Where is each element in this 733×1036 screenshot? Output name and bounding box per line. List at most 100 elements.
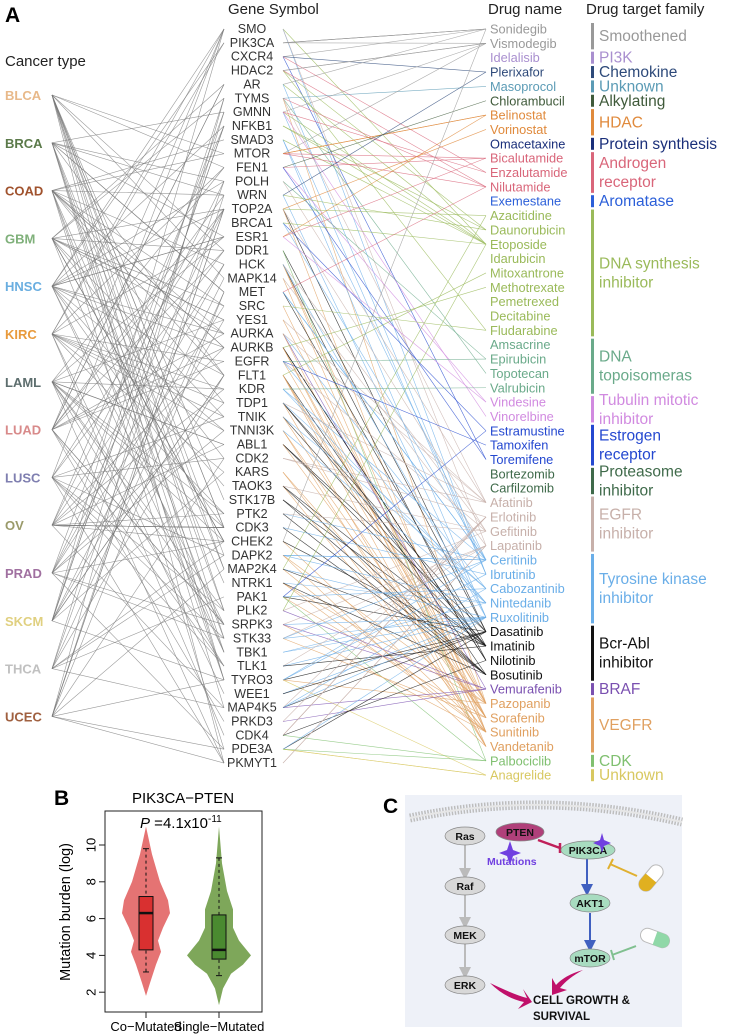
violins xyxy=(122,826,251,1006)
p-exponent: -11 xyxy=(208,814,222,825)
drug-list: SonidegibVismodegibIdelalisibPlerixaforM… xyxy=(490,22,568,783)
cancer-gene-edge xyxy=(51,286,225,653)
cancer-gene-edge xyxy=(51,28,225,335)
gene-drug-edge xyxy=(282,748,487,776)
gene-drug-edge xyxy=(282,70,487,231)
gene-drug-edge xyxy=(282,56,487,73)
mek-node xyxy=(444,925,486,945)
gene-drug-edge xyxy=(282,617,487,667)
family-label: inhibitor xyxy=(599,526,653,543)
cancer-gene-edge xyxy=(51,142,225,196)
gene-drug-edge xyxy=(282,264,487,733)
cancer-gene-edge xyxy=(51,333,225,736)
family-label: Chemokine xyxy=(599,64,677,81)
cancer-gene-edge xyxy=(51,94,225,764)
gene-cdk3: CDK3 xyxy=(235,521,268,535)
family-bar xyxy=(591,553,594,624)
cancer-gene-edge xyxy=(51,236,225,335)
gene-drug-edge xyxy=(282,617,487,708)
cancer-gene-edge xyxy=(51,458,225,478)
cancer-gene-edge xyxy=(51,620,225,681)
cancer-gene-edge xyxy=(51,429,225,722)
family-bar xyxy=(591,697,594,753)
cancer-gene-edge xyxy=(51,572,225,625)
drug-pazopanib: Pazopanib xyxy=(490,696,550,711)
gene-mtor: MTOR xyxy=(234,147,271,161)
cancer-gene-edge xyxy=(51,250,225,478)
gene-drug-edge xyxy=(282,402,487,647)
akt1-node xyxy=(569,893,611,913)
pill-icon-yellow xyxy=(638,864,664,892)
gene-drug-edge xyxy=(282,679,487,704)
gene-map2k4: MAP2K4 xyxy=(227,562,276,576)
gene-drug-edge xyxy=(282,361,487,604)
family-label: receptor xyxy=(599,447,656,464)
drug-omacetaxine: Omacetaxine xyxy=(490,136,565,151)
pill-icon-green xyxy=(639,927,671,949)
cancer-gene-edge xyxy=(51,286,225,487)
gene-egfr: EGFR xyxy=(235,354,270,368)
gene-drug-edge xyxy=(282,375,487,747)
drug-idarubicin: Idarubicin xyxy=(490,251,546,266)
mtor-node xyxy=(569,948,611,968)
cancer-gene-edge xyxy=(51,111,225,574)
drug-tamoxifen: Tamoxifen xyxy=(490,438,548,453)
cancer-gene-edge xyxy=(51,238,225,321)
panel-c-pathway: C Ras Raf MEK ERK PTEN PIK3CA AKT1 mTOR Mutatio… xyxy=(383,795,684,1027)
drug-bosutinib: Bosutinib xyxy=(490,667,543,682)
cancer-gene-edge xyxy=(51,190,225,584)
gene-drug-edge xyxy=(282,333,487,503)
cancer-gene-edge xyxy=(51,142,225,293)
cancer-gene-edge xyxy=(51,190,225,404)
cancer-type-laml: LAML xyxy=(5,375,41,390)
drug-dasatinib: Dasatinib xyxy=(490,624,543,639)
drug-pemetrexed: Pemetrexed xyxy=(490,294,559,309)
gene-drug-edge xyxy=(282,582,487,676)
family-label: Aromatase xyxy=(599,193,674,210)
cancer-gene-edge xyxy=(51,238,225,418)
gene-tyms: TYMS xyxy=(235,91,270,105)
p-label: P xyxy=(140,815,150,832)
gene-drug-edge xyxy=(282,555,487,604)
cancer-gene-edge xyxy=(51,541,225,574)
family-label: Protein synthesis xyxy=(599,136,717,153)
cancer-gene-edge xyxy=(51,238,225,251)
cancer-gene-edge xyxy=(51,94,225,251)
gene-gmnn: GMNN xyxy=(233,105,271,119)
gene-list: SMOPIK3CACXCR4HDAC2ARTYMSGMNNNFKB1SMAD3M… xyxy=(227,22,277,770)
y-tick-label: 2 xyxy=(83,989,98,996)
iqr-box xyxy=(138,896,154,951)
gene-drug-edge xyxy=(282,111,487,417)
panel-b: B PIK3CA−PTEN 2 4 6 8 10 Mutation burden (lo… xyxy=(54,787,264,1034)
cancer-gene-edge xyxy=(51,375,225,669)
gene-ddr1: DDR1 xyxy=(235,244,269,258)
drug-erlotinib: Erlotinib xyxy=(490,509,536,524)
cancer-gene-edge xyxy=(51,477,225,556)
panel-a-label: A xyxy=(5,4,20,27)
gene-drug-edge xyxy=(282,444,487,647)
gene-map4k5: MAP4K5 xyxy=(227,701,276,715)
gene-drug-edge xyxy=(282,186,487,293)
gene-drug-edge xyxy=(282,215,487,570)
gene-drug-edge xyxy=(282,516,487,736)
gene-drug-edge xyxy=(282,735,487,762)
drug-vismodegib: Vismodegib xyxy=(490,36,557,51)
p-value: =4.1x10 xyxy=(150,815,208,832)
gene-drug-edge xyxy=(282,375,487,718)
cancer-type-gbm: GBM xyxy=(5,231,35,246)
cancer-gene-edge xyxy=(51,381,225,514)
gene-met: MET xyxy=(239,285,266,299)
cancer-gene-edge xyxy=(51,333,225,473)
mtor-outcome-arrow xyxy=(552,970,583,995)
cancer-gene-edge xyxy=(51,84,225,430)
gene-drug-edge xyxy=(282,208,487,216)
cancer-gene-edge xyxy=(51,278,225,621)
erk-label: ERK xyxy=(454,980,477,992)
gene-drug-edge xyxy=(282,530,487,611)
gene-pkmyt1: PKMYT1 xyxy=(227,756,277,770)
family-label: DNA xyxy=(599,349,632,366)
gene-drug-edge xyxy=(282,748,487,762)
cancer-gene-edge xyxy=(51,524,225,542)
erk-outcome-arrow xyxy=(490,983,532,1009)
family-label: CDK xyxy=(599,753,632,770)
